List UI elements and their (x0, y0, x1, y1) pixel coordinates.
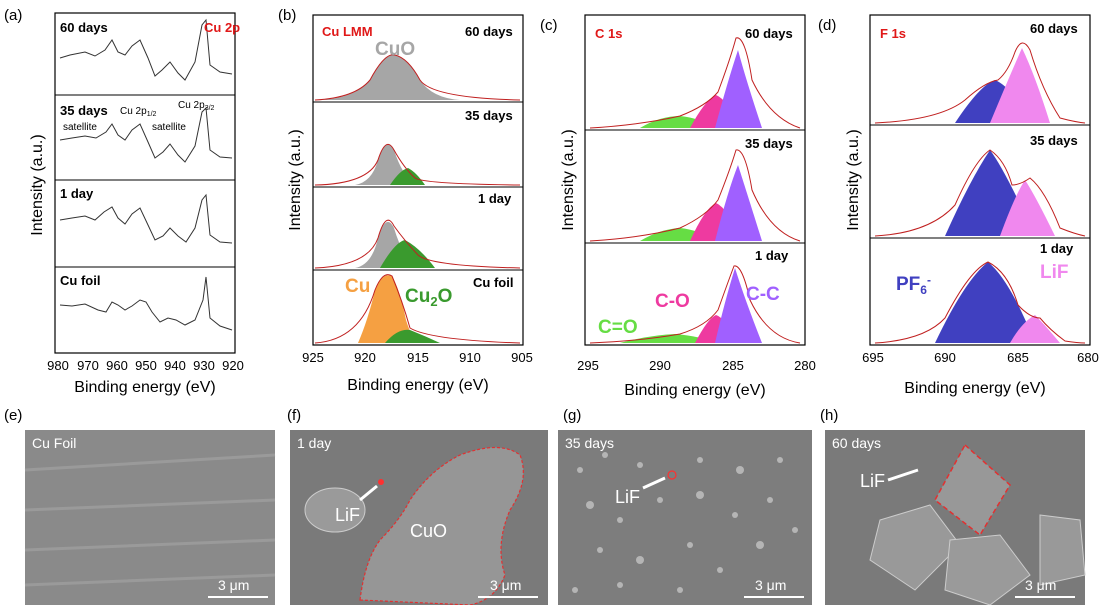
sem-label: 35 days (565, 435, 614, 451)
sample-label: 35 days (745, 136, 793, 151)
x-axis-label: Binding energy (eV) (347, 377, 488, 394)
y-axis-label: Intensity (a.u.) (287, 129, 304, 230)
annotation-label: CuO (410, 521, 447, 541)
panel-d: F 1s 60 days 35 days 1 day PF6- LiF 695 … (845, 14, 1099, 397)
panel-letter-g: (g) (563, 407, 581, 424)
element-label: Cu LMM (322, 24, 373, 39)
svg-text:970: 970 (77, 358, 99, 373)
panel-c: C 1s 60 days 35 days 1 day C=O C-O C-C 2… (560, 14, 816, 399)
annotation-label: LiF (860, 471, 885, 491)
svg-text:905: 905 (511, 350, 533, 365)
element-label: Cu 2p (204, 20, 240, 35)
svg-text:910: 910 (459, 350, 481, 365)
y-axis-label: Intensity (a.u.) (560, 129, 577, 230)
sample-label: 60 days (745, 26, 793, 41)
sem-image-h: 60 days LiF 3 μm (825, 430, 1086, 605)
y-axis-label: Intensity (a.u.) (29, 134, 46, 235)
scale-bar-label: 3 μm (218, 577, 249, 593)
sample-label: 35 days (60, 103, 108, 118)
panel-b: Cu LMM CuO 60 days 35 days 1 day Cu foil… (287, 14, 533, 394)
svg-text:685: 685 (1007, 350, 1029, 365)
panel-a: 60 days Cu 2p 35 days satellite Cu 2p1/2… (29, 12, 244, 396)
component-label: CuO (375, 39, 415, 60)
component-label: C-O (655, 291, 690, 312)
element-label: C 1s (595, 26, 622, 41)
sample-label: 1 day (60, 186, 94, 201)
x-axis-label: Binding energy (eV) (624, 382, 765, 399)
sem-image-f: 1 day LiF CuO 3 μm (290, 430, 548, 605)
annotation-label: LiF (615, 487, 640, 507)
sample-label: Cu foil (60, 273, 100, 288)
peak-label: satellite (152, 122, 186, 133)
svg-text:290: 290 (649, 358, 671, 373)
svg-text:695: 695 (862, 350, 884, 365)
sem-image-g: 35 days LiF 3 μm (558, 430, 812, 605)
component-label: C=O (598, 317, 638, 338)
sample-label: 35 days (465, 108, 513, 123)
component-label: PF6- (896, 273, 931, 297)
panel-letter-b: (b) (278, 7, 296, 24)
x-axis-label: Binding energy (eV) (904, 380, 1045, 397)
svg-text:680: 680 (1077, 350, 1099, 365)
component-label: LiF (1040, 262, 1069, 283)
x-axis-label: Binding energy (eV) (74, 379, 215, 396)
y-axis-label: Intensity (a.u.) (845, 129, 862, 230)
scale-bar-label: 3 μm (1025, 577, 1056, 593)
svg-text:280: 280 (794, 358, 816, 373)
x-tick-labels: 295 290 285 280 (577, 358, 816, 373)
annotation-label: LiF (335, 505, 360, 525)
sem-label: 60 days (832, 435, 881, 451)
component-label: Cu (345, 276, 370, 297)
component-label: Cu2O (405, 286, 452, 309)
svg-text:940: 940 (164, 358, 186, 373)
panel-letter-h: (h) (820, 407, 838, 424)
sample-label: 60 days (60, 20, 108, 35)
svg-text:930: 930 (193, 358, 215, 373)
element-label: F 1s (880, 26, 906, 41)
svg-text:915: 915 (407, 350, 429, 365)
sample-label: 1 day (1040, 241, 1074, 256)
sem-image-e: Cu Foil 3 μm (24, 430, 276, 605)
svg-text:920: 920 (222, 358, 244, 373)
panel-letter-f: (f) (287, 407, 301, 424)
sample-label: 1 day (478, 191, 512, 206)
svg-text:295: 295 (577, 358, 599, 373)
scale-bar-label: 3 μm (755, 577, 786, 593)
panel-letter-e: (e) (4, 407, 22, 424)
svg-text:925: 925 (302, 350, 324, 365)
sample-label: 1 day (755, 248, 789, 263)
svg-text:920: 920 (354, 350, 376, 365)
component-label: C-C (746, 284, 780, 305)
peak-label: satellite (63, 122, 97, 133)
x-tick-labels: 980 970 960 950 940 930 920 (47, 358, 244, 373)
sem-label: Cu Foil (32, 435, 76, 451)
svg-text:960: 960 (106, 358, 128, 373)
panel-letter-a: (a) (4, 7, 22, 24)
svg-text:980: 980 (47, 358, 69, 373)
panel-letter-d: (d) (818, 17, 836, 34)
peak-label: Cu 2p3/2 (178, 100, 215, 112)
svg-text:690: 690 (934, 350, 956, 365)
sample-label: 60 days (465, 24, 513, 39)
svg-text:285: 285 (722, 358, 744, 373)
sample-label: 35 days (1030, 133, 1078, 148)
x-tick-labels: 695 690 685 680 (862, 350, 1099, 365)
sample-label: Cu foil (473, 275, 513, 290)
svg-text:950: 950 (135, 358, 157, 373)
sem-label: 1 day (297, 435, 331, 451)
peak-label: Cu 2p1/2 (120, 106, 157, 118)
panel-letter-c: (c) (540, 17, 558, 34)
sample-label: 60 days (1030, 21, 1078, 36)
scale-bar-label: 3 μm (490, 577, 521, 593)
x-tick-labels: 925 920 915 910 905 (302, 350, 533, 365)
